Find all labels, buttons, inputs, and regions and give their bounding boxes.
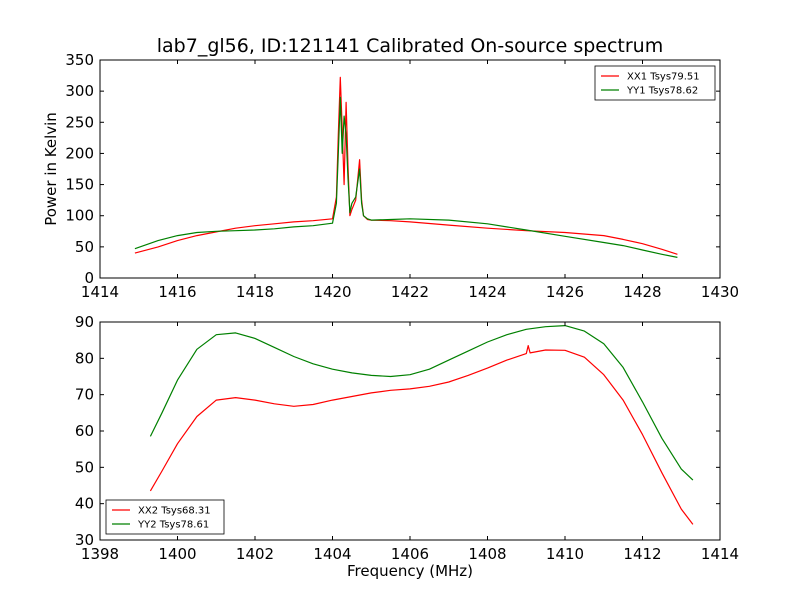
legend-label: YY2 Tsys78.61 [137,520,209,531]
chart-title: lab7_gl56, ID:121141 Calibrated On-sourc… [157,35,664,57]
legend: XX1 Tsys79.51 YY1 Tsys78.62 [594,65,716,101]
legend-label: YY1 Tsys78.62 [626,86,698,97]
legend-box [105,499,225,535]
x-tick-label: 1416 [158,283,196,301]
x-tick-label: 1410 [546,545,584,563]
y-tick-label: 90 [75,313,94,331]
x-tick-label: 1414 [701,545,739,563]
series-group [134,76,678,258]
y-tick-label: 60 [75,422,94,440]
y-tick-label: 30 [75,531,94,549]
x-tick-label: 1420 [313,283,351,301]
x-tick-label: 1426 [546,283,584,301]
x-tick-label: 1398 [81,545,119,563]
y-tick-label: 80 [75,349,94,367]
x-tick-label: 1400 [158,545,196,563]
x-tick-label: 1424 [468,283,506,301]
y-tick-label: 50 [75,458,94,476]
ticks-group: 1414 1416 1418 1420 1422 1424 1426 1428 1430 0 50 1… [65,51,739,301]
y-tick-label: 50 [75,238,94,256]
x-tick-label: 1406 [391,545,429,563]
y-tick-label: 0 [84,269,94,287]
series-group [149,325,694,525]
legend-label: XX1 Tsys79.51 [627,72,700,83]
series-line-2 [149,325,694,481]
y-tick-label: 350 [65,51,94,69]
y-axis-label: Power in Kelvin [42,112,60,226]
series-line-2 [134,96,678,258]
x-tick-label: 1418 [236,283,274,301]
x-tick-label: 1408 [468,545,506,563]
x-tick-label: 1428 [623,283,661,301]
x-axis-label: Frequency (MHz) [347,562,473,580]
legend-label: XX2 Tsys68.31 [138,506,211,517]
top-spectrum-plot: lab7_gl56, ID:121141 Calibrated On-sourc… [42,35,739,301]
bottom-spectrum-plot: Frequency (MHz) 1398 1400 1402 1404 1406 1408… [75,313,739,580]
y-tick-label: 70 [75,386,94,404]
y-tick-label: 150 [65,176,94,194]
y-tick-label: 250 [65,113,94,131]
x-tick-label: 1412 [623,545,661,563]
x-tick-label: 1422 [391,283,429,301]
y-tick-label: 40 [75,495,94,513]
legend-box [594,65,716,101]
y-tick-label: 300 [65,82,94,100]
x-tick-label: 1414 [81,283,119,301]
ticks-group: 1398 1400 1402 1404 1406 1408 1410 1412 1414 30 40… [75,313,739,563]
y-tick-label: 200 [65,144,94,162]
y-tick-label: 100 [65,207,94,225]
series-line-1 [134,76,678,255]
series-line-1 [149,345,694,525]
legend: XX2 Tsys68.31 YY2 Tsys78.61 [105,499,225,535]
x-tick-label: 1402 [236,545,274,563]
x-tick-label: 1430 [701,283,739,301]
x-tick-label: 1404 [313,545,351,563]
